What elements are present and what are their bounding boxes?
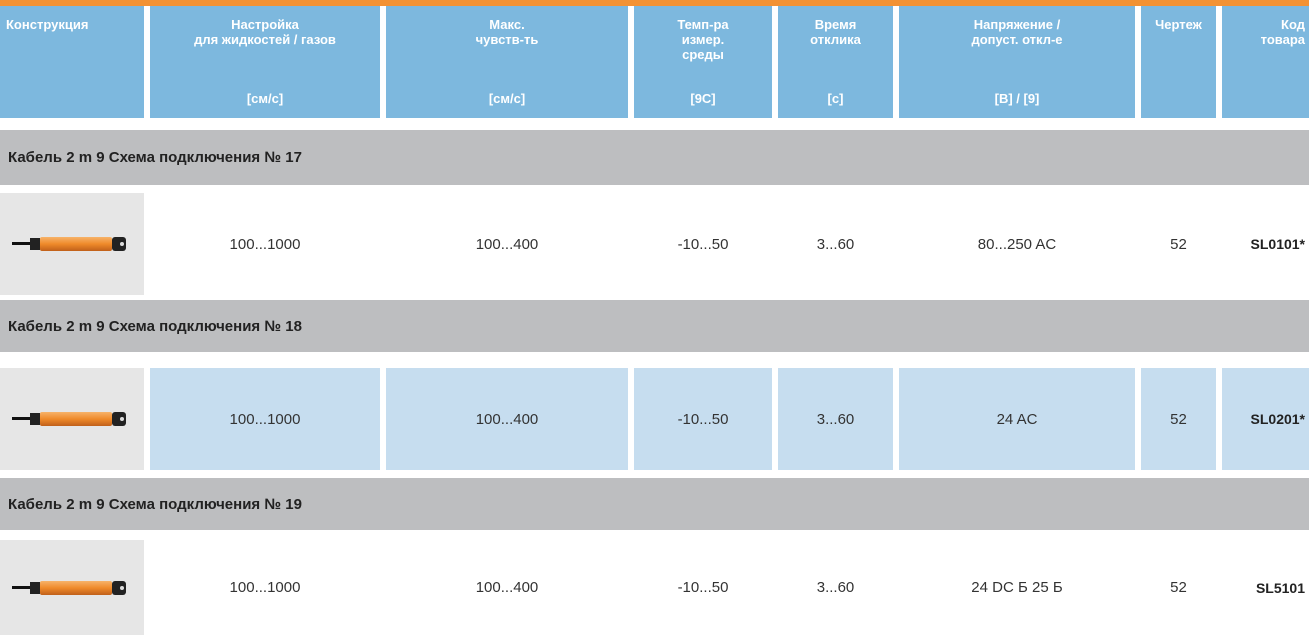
header-label: Код [1281,17,1305,32]
row-cell: 100...400 [475,579,539,596]
row-cell: 52 [1141,368,1216,470]
header-cell: Конструкция [0,6,144,118]
image-cell [0,193,144,295]
group-title: Кабель 2 m 9 Схема подключения № 19 [0,478,1309,530]
header-cell: Напряжение / допуст. откл-е [В] / [9] [899,6,1135,118]
product-code: SL0101* [1250,236,1305,252]
header-label: Напряжение / [973,17,1061,32]
header-cell: Код товара [1222,6,1309,118]
header-unit: [с] [827,91,844,106]
header-label: измер. [681,32,725,47]
row-cell: -10...50 [677,235,729,253]
header-cell: Настройка для жидкостей / газов [см/с] [150,6,380,118]
header-label: среды [682,47,724,62]
header-label: чувств-ть [475,32,539,47]
header-label: Чертеж [1155,17,1202,32]
header-label: Темп-ра [677,17,729,32]
product-code: SL5101 [1255,579,1305,596]
header-label: Время [814,17,857,32]
header-cell: Чертеж [1141,6,1216,118]
image-cell [0,540,144,635]
row-cell: 24 DC Б 25 Б [971,579,1063,596]
header-label: товара [1260,32,1305,47]
top-bar [0,0,1309,6]
sensor-image [12,412,126,426]
row-cell: 100...1000 [229,579,301,596]
row-cell: 100...1000 [229,235,301,253]
group-title: Кабель 2 m 9 Схема подключения № 18 [0,300,1309,352]
row-cell: 100...1000 [150,368,380,470]
product-code: SL0201* [1222,368,1309,470]
row-cell: -10...50 [634,368,772,470]
header-unit: [В] / [9] [994,91,1040,106]
header-label: Макс. [489,17,525,32]
header-label: отклика [810,32,861,47]
header-label: допуст. откл-е [971,32,1063,47]
sensor-image [12,580,126,595]
row-cell: 3...60 [816,235,855,253]
group-title: Кабель 2 m 9 Схема подключения № 17 [0,130,1309,185]
row-cell: 100...400 [386,368,628,470]
header-cell: Макс. чувств-ть [см/с] [386,6,628,118]
header-label: Настройка [231,17,299,32]
row-cell: 24 AC [899,368,1135,470]
row-cell: 52 [1170,579,1187,596]
row-cell: 52 [1170,235,1187,253]
header-cell: Темп-ра измер. среды [9C] [634,6,772,118]
header-label: Конструкция [6,17,89,32]
row-cell: 3...60 [816,579,855,596]
header-unit: [см/с] [246,91,284,106]
row-cell: -10...50 [677,579,729,596]
row-cell: 80...250 AC [977,235,1057,253]
row-cell: 100...400 [475,235,539,253]
header-unit: [см/с] [488,91,526,106]
header-label: для жидкостей / газов [194,32,336,47]
header-cell: Время отклика [с] [778,6,893,118]
row-cell: 3...60 [778,368,893,470]
sensor-image [12,237,126,251]
image-cell [0,368,144,470]
header-unit: [9C] [690,91,716,106]
